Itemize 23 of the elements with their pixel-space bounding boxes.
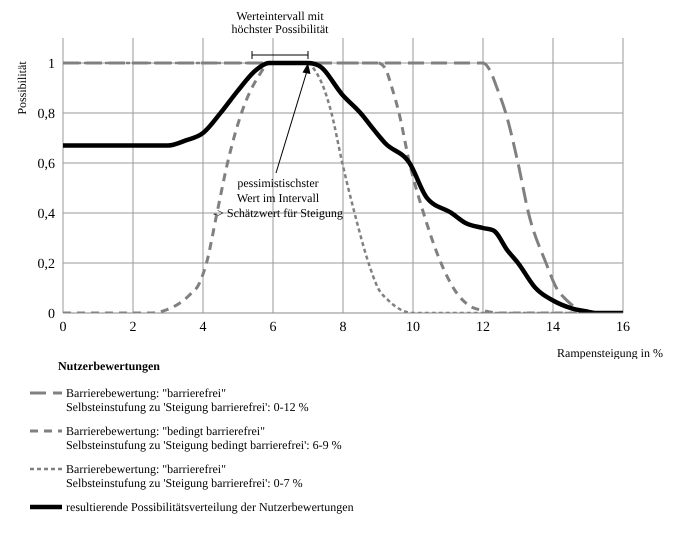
y-axis-title: Possibilität	[15, 60, 29, 115]
x-tick-label: 2	[130, 320, 136, 335]
y-tick-label: 0,4	[38, 206, 55, 222]
legend-label: Barrierebewertung: "barrierefrei" Selbsteinstufung zu 'Steigung barrierefrei': 0-7 %	[66, 462, 303, 490]
y-tick-label: 0,6	[38, 156, 55, 172]
legend-title: Nutzerbewertungen	[58, 359, 161, 374]
x-tick-label: 8	[340, 320, 346, 335]
legend-label: Barrierebewertung: "bedingt barrierefrei" Selbsteinstufung zu 'Steigung bedingt barrierefrei': 6-9 %	[66, 424, 342, 452]
x-tick-label: 14	[546, 320, 560, 335]
y-tick-label: 0	[48, 306, 55, 322]
x-tick-label: 16	[616, 320, 630, 335]
x-tick-label: 4	[200, 320, 206, 335]
text: Werteintervall mit höchster Possibilität	[232, 9, 330, 36]
legend-label: Barrierebewertung: "barrierefrei" Selbsteinstufung zu 'Steigung barrierefrei': 0-12 %	[66, 386, 309, 414]
y-tick-label: 0,8	[38, 106, 55, 122]
y-tick-label: 1	[48, 56, 55, 72]
x-tick-label: 12	[476, 320, 490, 335]
annotation: pessimistischster Wert im Intervall -> Schätzwert für Steigung	[213, 176, 343, 220]
x-tick-label: 6	[270, 320, 276, 335]
y-tick-label: 0,2	[38, 256, 55, 272]
x-tick-label: 10	[406, 320, 420, 335]
x-tick-label: 0	[60, 320, 66, 335]
legend-label: resultierende Possibilitätsverteilung der Nutzerbewertungen	[66, 500, 354, 514]
